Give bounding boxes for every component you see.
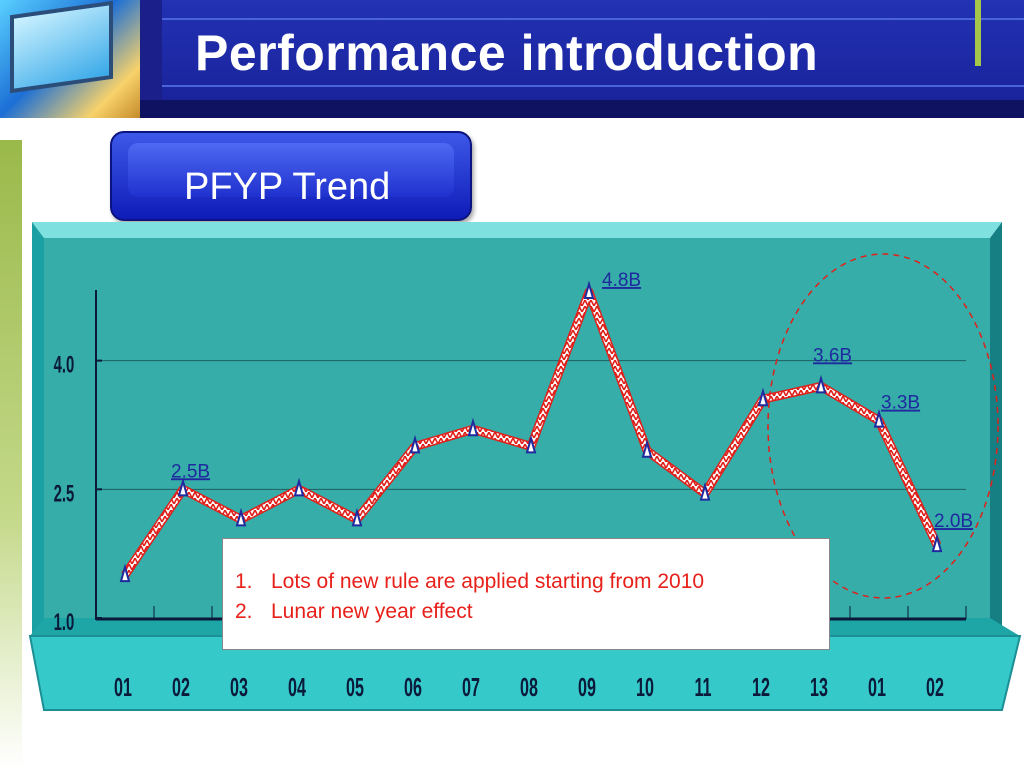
note-text: Lunar new year effect [271, 600, 473, 623]
note-number: 1. [235, 570, 253, 593]
x-tick-label: 02 [172, 672, 190, 702]
x-tick-label: 01 [114, 672, 132, 702]
chart-title-badge: PFYP Trend [110, 131, 472, 221]
x-tick-label: 13 [810, 672, 828, 702]
header-underline [0, 100, 1024, 118]
chart-frame-left [32, 222, 44, 650]
data-point-marker [351, 507, 363, 527]
data-label: 3.3B [881, 393, 920, 414]
data-point-marker [235, 507, 247, 527]
page-title: Performance introduction [195, 25, 819, 81]
data-label: 4.8B [602, 270, 641, 291]
x-tick-label: 05 [346, 672, 364, 702]
x-tick-label: 09 [578, 672, 596, 702]
x-tick-label: 06 [404, 672, 422, 702]
data-point-marker [177, 477, 189, 497]
data-label: 2.0B [934, 511, 973, 532]
side-accent-bar [0, 140, 22, 768]
data-point-marker [119, 563, 131, 583]
data-point-marker [409, 434, 421, 454]
note-item: 1. Lots of new rule are applied starting … [235, 567, 704, 597]
data-point-marker [293, 477, 305, 497]
x-tick-label: 11 [694, 672, 711, 702]
data-label: 2.5B [171, 461, 210, 482]
data-label: 3.6B [813, 345, 852, 366]
chart-frame-right [990, 222, 1002, 635]
note-number: 2. [235, 600, 253, 623]
x-tick-label: 10 [636, 672, 654, 702]
x-tick-label: 01 [868, 672, 886, 702]
data-point-marker [931, 533, 943, 553]
highlight-circle [767, 253, 999, 599]
header-rule [162, 18, 1024, 20]
x-tick-label: 08 [520, 672, 538, 702]
header-rule [162, 85, 1024, 87]
y-tick-label: 2.5 [54, 481, 75, 507]
data-point-marker [815, 374, 827, 394]
x-tick-label: 07 [462, 672, 480, 702]
x-tick-label: 12 [752, 672, 770, 702]
data-point-marker [467, 417, 479, 437]
x-tick-label: 02 [926, 672, 944, 702]
x-tick-label: 03 [230, 672, 248, 702]
laptop-logo-icon [0, 0, 140, 118]
y-tick-label: 4.0 [54, 352, 75, 378]
data-point-marker [757, 387, 769, 407]
notes-list: 1. Lots of new rule are applied starting … [235, 567, 704, 627]
chart-title: PFYP Trend [184, 166, 391, 208]
chart-frame-top [32, 222, 1002, 238]
y-tick-label: 1.0 [54, 610, 75, 636]
note-item: 2. Lunar new year effect [235, 597, 704, 627]
note-text: Lots of new rule are applied starting fr… [271, 570, 705, 593]
data-point-marker [583, 280, 595, 299]
data-point-marker [641, 439, 653, 458]
data-point-marker [699, 481, 711, 501]
data-point-marker [525, 434, 537, 454]
accent-bar [975, 0, 981, 66]
x-tick-label: 04 [288, 672, 306, 702]
notes-box: 1. Lots of new rule are applied starting … [222, 538, 830, 650]
header-panel [162, 0, 1024, 100]
data-point-marker [873, 409, 885, 428]
